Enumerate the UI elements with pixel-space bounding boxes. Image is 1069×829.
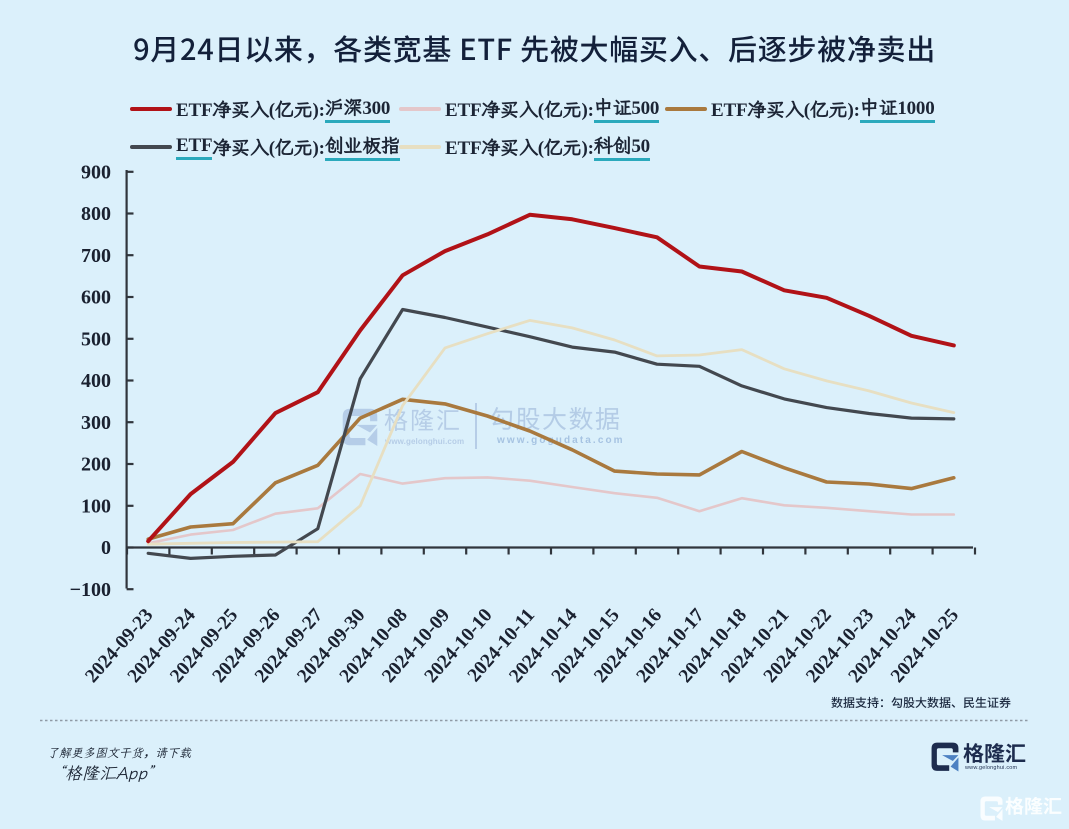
svg-text:0: 0 (101, 537, 111, 559)
svg-text:−100: −100 (70, 579, 111, 601)
svg-text:200: 200 (81, 454, 111, 476)
svg-text:800: 800 (81, 203, 111, 225)
svg-text:500: 500 (81, 328, 111, 350)
svg-text:900: 900 (81, 161, 111, 183)
svg-text:700: 700 (81, 245, 111, 267)
svg-text:600: 600 (81, 287, 111, 309)
svg-text:400: 400 (81, 370, 111, 392)
svg-text:300: 300 (81, 412, 111, 434)
svg-text:100: 100 (81, 495, 111, 517)
